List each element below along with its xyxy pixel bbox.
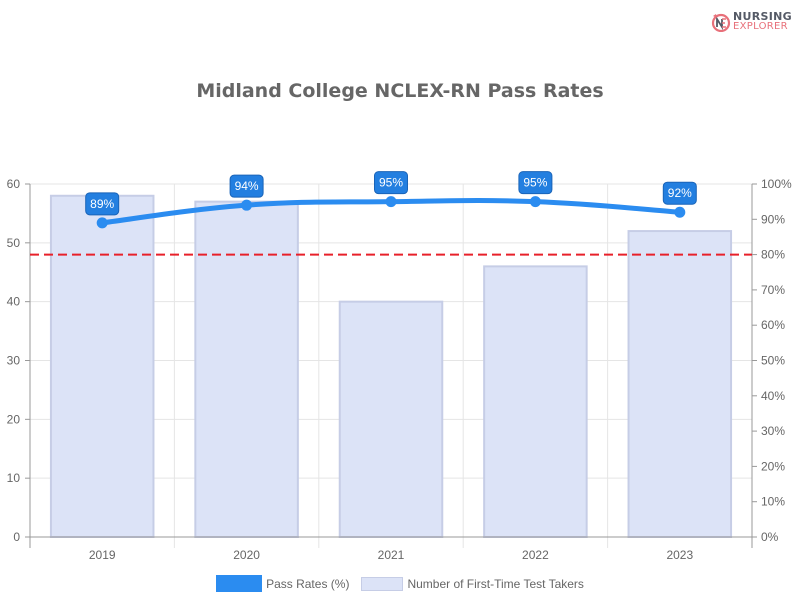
legend-label-test-takers: Number of First-Time Test Takers — [407, 576, 584, 591]
y-left-tick-label: 60 — [7, 177, 21, 191]
y-right-tick-label: 90% — [761, 212, 785, 226]
x-tick-label: 2019 — [89, 548, 116, 562]
data-label-box — [518, 171, 553, 195]
y-right-tick-label: 30% — [761, 424, 785, 438]
logo-text-explorer: EXPLORER — [733, 21, 788, 32]
x-tick-label: 2020 — [233, 548, 260, 562]
legend-label-pass-rates: Pass Rates (%) — [266, 576, 350, 591]
x-tick-label: 2021 — [378, 548, 405, 562]
y-right-tick-label: 80% — [761, 248, 785, 262]
y-left-tick-label: 10 — [7, 471, 21, 485]
point-2021 — [385, 196, 397, 208]
point-2023 — [674, 206, 686, 218]
legend-swatch-pass-rates — [216, 575, 263, 592]
data-label-2023: 92% — [668, 186, 692, 200]
y-left-tick-label: 40 — [7, 295, 21, 309]
bar-2023 — [627, 230, 733, 538]
data-label-box — [374, 171, 408, 195]
logo-icon — [711, 13, 731, 32]
bar-2021 — [338, 300, 444, 538]
legend-swatch-test-takers — [361, 576, 404, 591]
logo-text-nursing: NURSING — [733, 10, 792, 23]
y-left-tick-label: 50 — [7, 236, 21, 250]
data-label-box — [662, 181, 697, 205]
nursing-explorer-logo: NURSING EXPLORER — [711, 9, 796, 35]
data-label-2022: 95% — [523, 176, 547, 190]
data-label-box — [229, 174, 264, 198]
bar-2020 — [194, 200, 299, 538]
point-2022 — [529, 196, 541, 208]
data-label-2021: 95% — [379, 176, 403, 190]
y-right-tick-label: 40% — [761, 389, 785, 403]
legend: Pass Rates (%) Number of First-Time Test… — [0, 575, 800, 592]
data-label-2020: 94% — [235, 179, 259, 193]
line-series — [96, 196, 686, 229]
bar-series — [49, 194, 733, 538]
y-right-tick-label: 20% — [761, 459, 785, 473]
y-right-tick-label: 10% — [761, 495, 785, 509]
x-tick-label: 2023 — [666, 548, 693, 562]
y-right-tick-label: 0% — [761, 530, 779, 544]
data-label-box — [85, 192, 120, 216]
point-2020 — [241, 199, 253, 211]
y-right-tick-label: 70% — [761, 283, 785, 297]
y-right-tick-label: 100% — [761, 177, 792, 191]
point-2019 — [96, 217, 108, 229]
data-label-2019: 89% — [90, 197, 114, 211]
data-labels: 89% 94% 95% 95% 92% — [85, 171, 697, 216]
legend-item-test-takers[interactable]: Number of First-Time Test Takers — [355, 576, 584, 591]
chart-title: Midland College NCLEX-RN Pass Rates — [196, 80, 604, 102]
bar-2022 — [483, 265, 588, 538]
legend-item-pass-rates[interactable]: Pass Rates (%) — [216, 575, 349, 592]
y-right-tick-label: 60% — [761, 318, 785, 332]
y-left-tick-label: 20 — [7, 412, 21, 426]
y-left-tick-label: 0 — [13, 530, 20, 544]
bar-2019 — [49, 194, 155, 538]
x-tick-label: 2022 — [522, 548, 549, 562]
axes: 0 10 20 30 40 50 60 0% 10% 20% 30% 40% 50% 60% 70% 80% 9… — [7, 177, 792, 562]
y-left-tick-label: 30 — [7, 354, 21, 368]
y-right-tick-label: 50% — [761, 354, 785, 368]
